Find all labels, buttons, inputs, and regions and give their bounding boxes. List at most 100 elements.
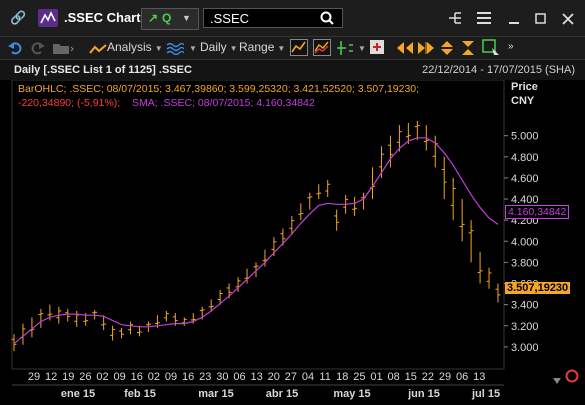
maximize-icon[interactable] — [535, 12, 547, 30]
interval-menu[interactable]: Daily ▼ — [200, 40, 238, 54]
ohlc-bar — [325, 180, 331, 197]
status-indicator-icon[interactable] — [565, 369, 579, 388]
analysis-icon — [89, 42, 107, 60]
ohlc-bar — [119, 327, 125, 339]
ohlc-bar — [468, 220, 474, 263]
y-axis-label: 5.000 — [511, 131, 539, 143]
x-axis-day-label: 16 — [131, 371, 143, 383]
ohlc-bar — [432, 135, 438, 168]
crosshair-icon[interactable] — [336, 40, 354, 61]
more-options-icon[interactable]: » — [508, 41, 514, 52]
y-axis-label: 3.800 — [511, 257, 539, 269]
search-icon[interactable] — [320, 11, 334, 30]
chevron-down-icon[interactable]: ▼ — [358, 44, 366, 53]
quote-button[interactable]: ↗ Q ▼ — [141, 8, 199, 30]
ohlc-bar — [217, 289, 223, 305]
ohlc-bar — [101, 315, 107, 330]
x-axis-day-label: 25 — [353, 371, 365, 383]
x-axis-day-label: 09 — [114, 371, 126, 383]
ohlc-bar — [163, 310, 169, 322]
annotation-icon[interactable] — [369, 39, 385, 60]
x-axis-day-label: 06 — [233, 371, 245, 383]
x-axis-day-label: 08 — [388, 371, 400, 383]
x-axis-month-label: may 15 — [333, 388, 370, 400]
quote-label: Q — [162, 11, 172, 25]
window-title: .SSEC Chart — [64, 10, 141, 25]
x-axis-month-label: feb 15 — [124, 388, 156, 400]
ohlc-bar — [235, 277, 241, 292]
ohlc-bar — [65, 308, 71, 322]
y-axis-label: 4.800 — [511, 152, 539, 164]
undo-icon[interactable] — [7, 40, 23, 61]
analysis-label: Analysis — [107, 40, 152, 54]
title-bar: 🔗 .SSEC Chart ↗ Q ▼ — [0, 0, 585, 37]
minimize-icon[interactable] — [508, 12, 520, 30]
ohlc-bar — [486, 267, 492, 289]
ohlc-bar — [334, 209, 340, 231]
search-input[interactable] — [203, 8, 343, 28]
ohlc-bar — [128, 321, 134, 335]
ohlc-bar — [74, 310, 80, 327]
line-chart-icon[interactable] — [290, 39, 308, 61]
chevron-down-icon: ▼ — [154, 44, 163, 53]
x-axis-day-label: 22 — [422, 371, 434, 383]
x-axis-day-label: 30 — [216, 371, 228, 383]
close-icon[interactable] — [562, 12, 574, 30]
link-icon[interactable]: 🔗 — [10, 10, 27, 25]
x-axis-day-label: 27 — [285, 371, 297, 383]
folder-icon[interactable] — [52, 41, 74, 60]
select-region-icon[interactable] — [482, 39, 500, 61]
x-axis-day-label: 12 — [45, 371, 57, 383]
ohlc-bar — [289, 215, 295, 235]
tree-icon[interactable] — [447, 10, 463, 31]
app-logo-icon — [38, 9, 58, 27]
redo-icon[interactable] — [30, 40, 46, 61]
chart-title: Daily [.SSEC List 1 of 1125] .SSEC — [14, 64, 192, 76]
wave-icon[interactable] — [166, 41, 185, 60]
ohlc-bar — [450, 177, 456, 221]
ohlc-bar — [361, 192, 367, 210]
chart-header — [0, 60, 585, 80]
settings-icon[interactable] — [552, 372, 562, 390]
price-chart[interactable]: 3.0003.2003.4003.6003.8004.0004.2004.400… — [0, 80, 585, 405]
x-axis-day-label: 18 — [336, 371, 348, 383]
x-axis-day-label: 29 — [28, 371, 40, 383]
x-axis-month-label: jul 15 — [471, 388, 500, 400]
ohlc-bar — [136, 325, 142, 337]
x-axis-day-label: 26 — [79, 371, 91, 383]
x-axis-day-label: 29 — [439, 371, 451, 383]
x-axis-day-label: 23 — [199, 371, 211, 383]
ohlc-bar — [253, 262, 259, 278]
last-price-tag: 3.507,19230 — [505, 282, 571, 294]
y-axis-label: 3.400 — [511, 300, 539, 312]
ohlc-bar — [396, 125, 402, 152]
range-menu[interactable]: Range ▼ — [239, 40, 285, 54]
x-axis-day-label: 16 — [182, 371, 194, 383]
ohlc-bar — [110, 325, 116, 341]
sma-last-value-tag: 4.160,34842 — [505, 205, 570, 219]
scroll-left-icon[interactable] — [396, 41, 414, 60]
ohlc-bar — [307, 192, 313, 210]
ohlc-legend-line1: BarOHLC; .SSEC; 08/07/2015; 3.467,39860;… — [18, 83, 420, 95]
scroll-right-icon[interactable] — [417, 41, 435, 60]
analysis-menu[interactable]: Analysis ▼ — [107, 40, 163, 54]
ohlc-legend-change: -220,34890; (-5,91%); — [18, 97, 121, 109]
chevron-down-icon: ▼ — [277, 44, 286, 53]
chevron-down-icon[interactable]: ▼ — [189, 44, 197, 53]
chevron-down-icon: ▼ — [182, 13, 191, 23]
ohlc-bar — [459, 199, 465, 242]
ohlc-bar — [298, 203, 304, 221]
chart-date-range: 22/12/2014 - 17/07/2015 (SHA) — [422, 64, 575, 76]
menu-icon[interactable] — [477, 11, 491, 29]
ohlc-bar — [38, 308, 44, 328]
range-label: Range — [239, 40, 275, 54]
x-axis-day-label: 02 — [148, 371, 160, 383]
y-axis-label: 3.200 — [511, 321, 539, 333]
zoom-in-icon[interactable] — [440, 40, 454, 61]
x-axis-day-label: 01 — [370, 371, 382, 383]
zoom-out-icon[interactable] — [461, 40, 475, 61]
x-axis-day-label: 15 — [405, 371, 417, 383]
compare-chart-icon[interactable] — [313, 39, 331, 61]
ohlc-bar — [208, 299, 214, 311]
